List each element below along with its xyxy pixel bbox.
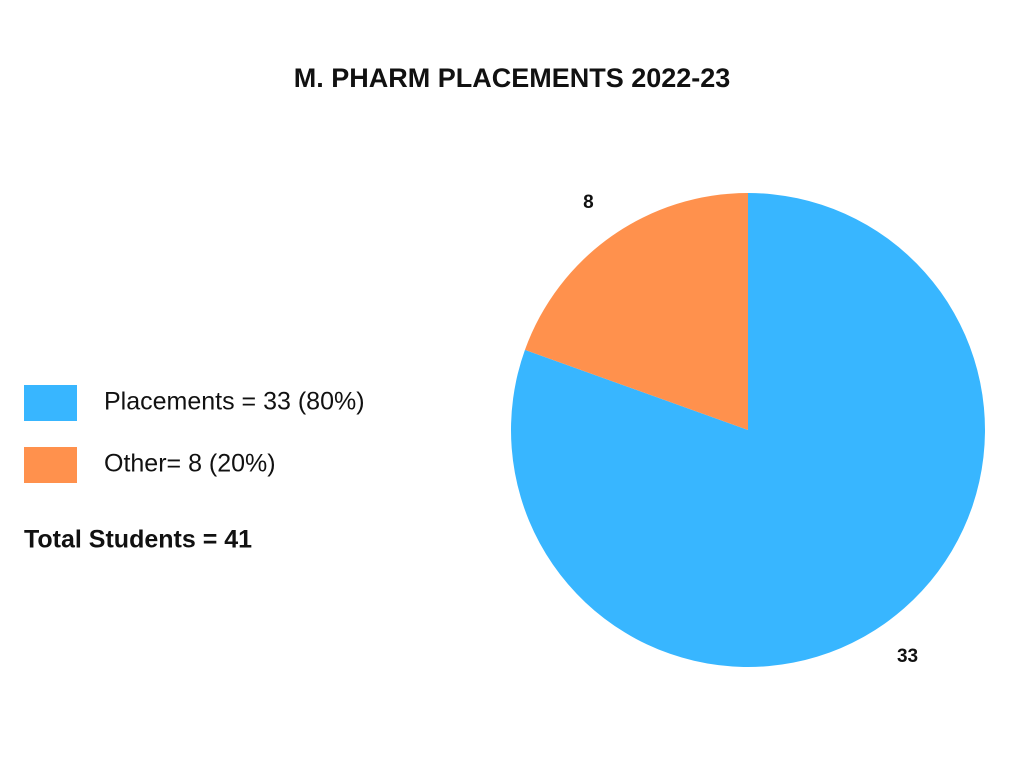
- chart-title: M. PHARM PLACEMENTS 2022-23: [294, 63, 731, 93]
- legend-label: Placements = 33 (80%): [104, 388, 365, 416]
- legend-swatch: [24, 385, 77, 421]
- pie-slice: [524, 193, 748, 430]
- legend-swatch: [24, 447, 77, 483]
- data-label: 8: [583, 192, 594, 213]
- annotation: Total Students = 41: [24, 526, 252, 554]
- pie-slice: [510, 193, 985, 667]
- data-label: 33: [897, 646, 918, 667]
- legend-label: Other= 8 (20%): [104, 450, 276, 478]
